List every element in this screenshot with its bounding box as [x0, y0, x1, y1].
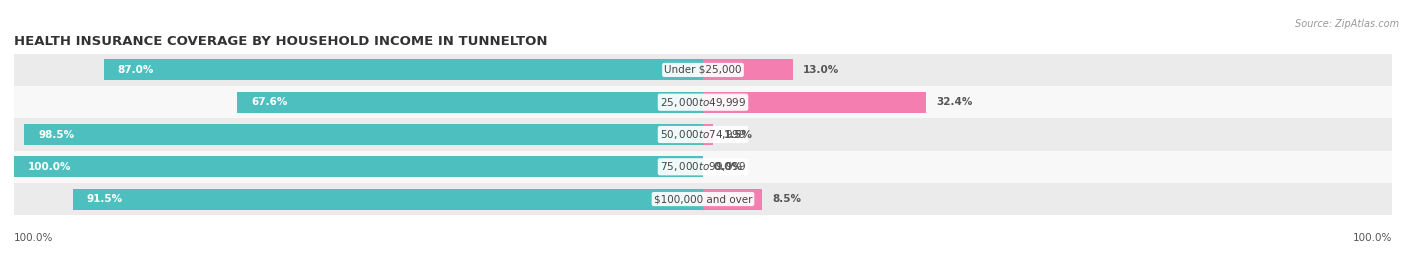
Text: 87.0%: 87.0% — [117, 65, 153, 75]
Text: $100,000 and over: $100,000 and over — [654, 194, 752, 204]
Text: 98.5%: 98.5% — [38, 129, 75, 140]
Bar — [238, 92, 703, 113]
Bar — [73, 189, 703, 210]
Text: 32.4%: 32.4% — [936, 97, 973, 107]
Text: HEALTH INSURANCE COVERAGE BY HOUSEHOLD INCOME IN TUNNELTON: HEALTH INSURANCE COVERAGE BY HOUSEHOLD I… — [14, 36, 547, 48]
Bar — [14, 118, 1392, 151]
Bar — [104, 59, 703, 80]
Text: $25,000 to $49,999: $25,000 to $49,999 — [659, 96, 747, 109]
Text: 0.0%: 0.0% — [713, 162, 742, 172]
Text: 13.0%: 13.0% — [803, 65, 839, 75]
Bar — [703, 59, 793, 80]
Text: 1.5%: 1.5% — [724, 129, 752, 140]
Bar — [703, 189, 762, 210]
Text: 8.5%: 8.5% — [772, 194, 801, 204]
Text: Under $25,000: Under $25,000 — [664, 65, 742, 75]
Bar — [14, 151, 1392, 183]
Bar — [703, 124, 713, 145]
Text: 100.0%: 100.0% — [14, 233, 53, 243]
Text: 91.5%: 91.5% — [86, 194, 122, 204]
Text: 100.0%: 100.0% — [1353, 233, 1392, 243]
Bar — [14, 54, 1392, 86]
Text: $50,000 to $74,999: $50,000 to $74,999 — [659, 128, 747, 141]
Bar — [14, 183, 1392, 215]
Bar — [14, 86, 1392, 118]
Text: $75,000 to $99,999: $75,000 to $99,999 — [659, 160, 747, 173]
Bar — [14, 156, 703, 177]
Text: Source: ZipAtlas.com: Source: ZipAtlas.com — [1295, 19, 1399, 29]
Text: 100.0%: 100.0% — [28, 162, 72, 172]
Bar — [703, 92, 927, 113]
Text: 67.6%: 67.6% — [252, 97, 287, 107]
Bar — [24, 124, 703, 145]
